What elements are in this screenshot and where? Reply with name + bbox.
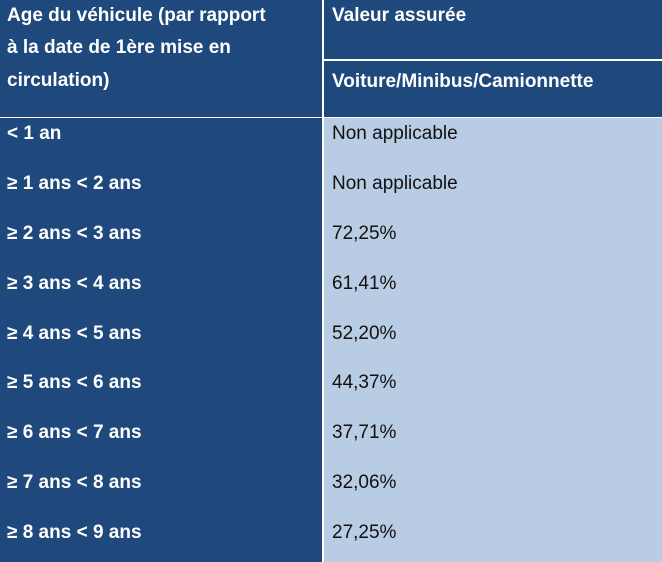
- row-value: Non applicable: [324, 168, 662, 200]
- row-age: < 1 an: [0, 118, 322, 150]
- row-value: 52,20%: [324, 318, 662, 350]
- row-value: 61,41%: [324, 268, 662, 300]
- row-value: Non applicable: [324, 118, 662, 150]
- row-value: 32,06%: [324, 467, 662, 499]
- row-value: 27,25%: [324, 517, 662, 549]
- header-divider: [324, 59, 662, 61]
- header-age-line-2: à la date de 1ère mise en: [7, 37, 231, 58]
- header-valeur-assuree: Valeur assurée: [332, 5, 467, 26]
- row-value: 72,25%: [324, 218, 662, 250]
- row-age: ≥ 6 ans < 7 ans: [0, 417, 322, 449]
- row-age: ≥ 8 ans < 9 ans: [0, 517, 322, 549]
- row-age: ≥ 2 ans < 3 ans: [0, 218, 322, 250]
- header-vehicle-types: Voiture/Minibus/Camionnette: [332, 71, 594, 92]
- column-divider: [322, 0, 324, 562]
- header-age-line-3: circulation): [7, 70, 110, 91]
- row-age: ≥ 3 ans < 4 ans: [0, 268, 322, 300]
- row-value: 44,37%: [324, 367, 662, 399]
- header-age-line-1: Age du véhicule (par rapport: [7, 5, 266, 26]
- row-age: ≥ 4 ans < 5 ans: [0, 318, 322, 350]
- row-age: ≥ 5 ans < 6 ans: [0, 367, 322, 399]
- row-age: ≥ 1 ans < 2 ans: [0, 168, 322, 200]
- row-age: ≥ 7 ans < 8 ans: [0, 467, 322, 499]
- row-value: 37,71%: [324, 417, 662, 449]
